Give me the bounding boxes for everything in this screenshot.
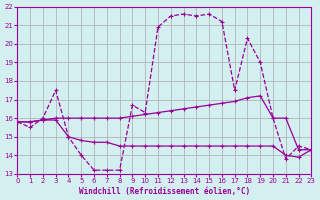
X-axis label: Windchill (Refroidissement éolien,°C): Windchill (Refroidissement éolien,°C) xyxy=(79,187,250,196)
